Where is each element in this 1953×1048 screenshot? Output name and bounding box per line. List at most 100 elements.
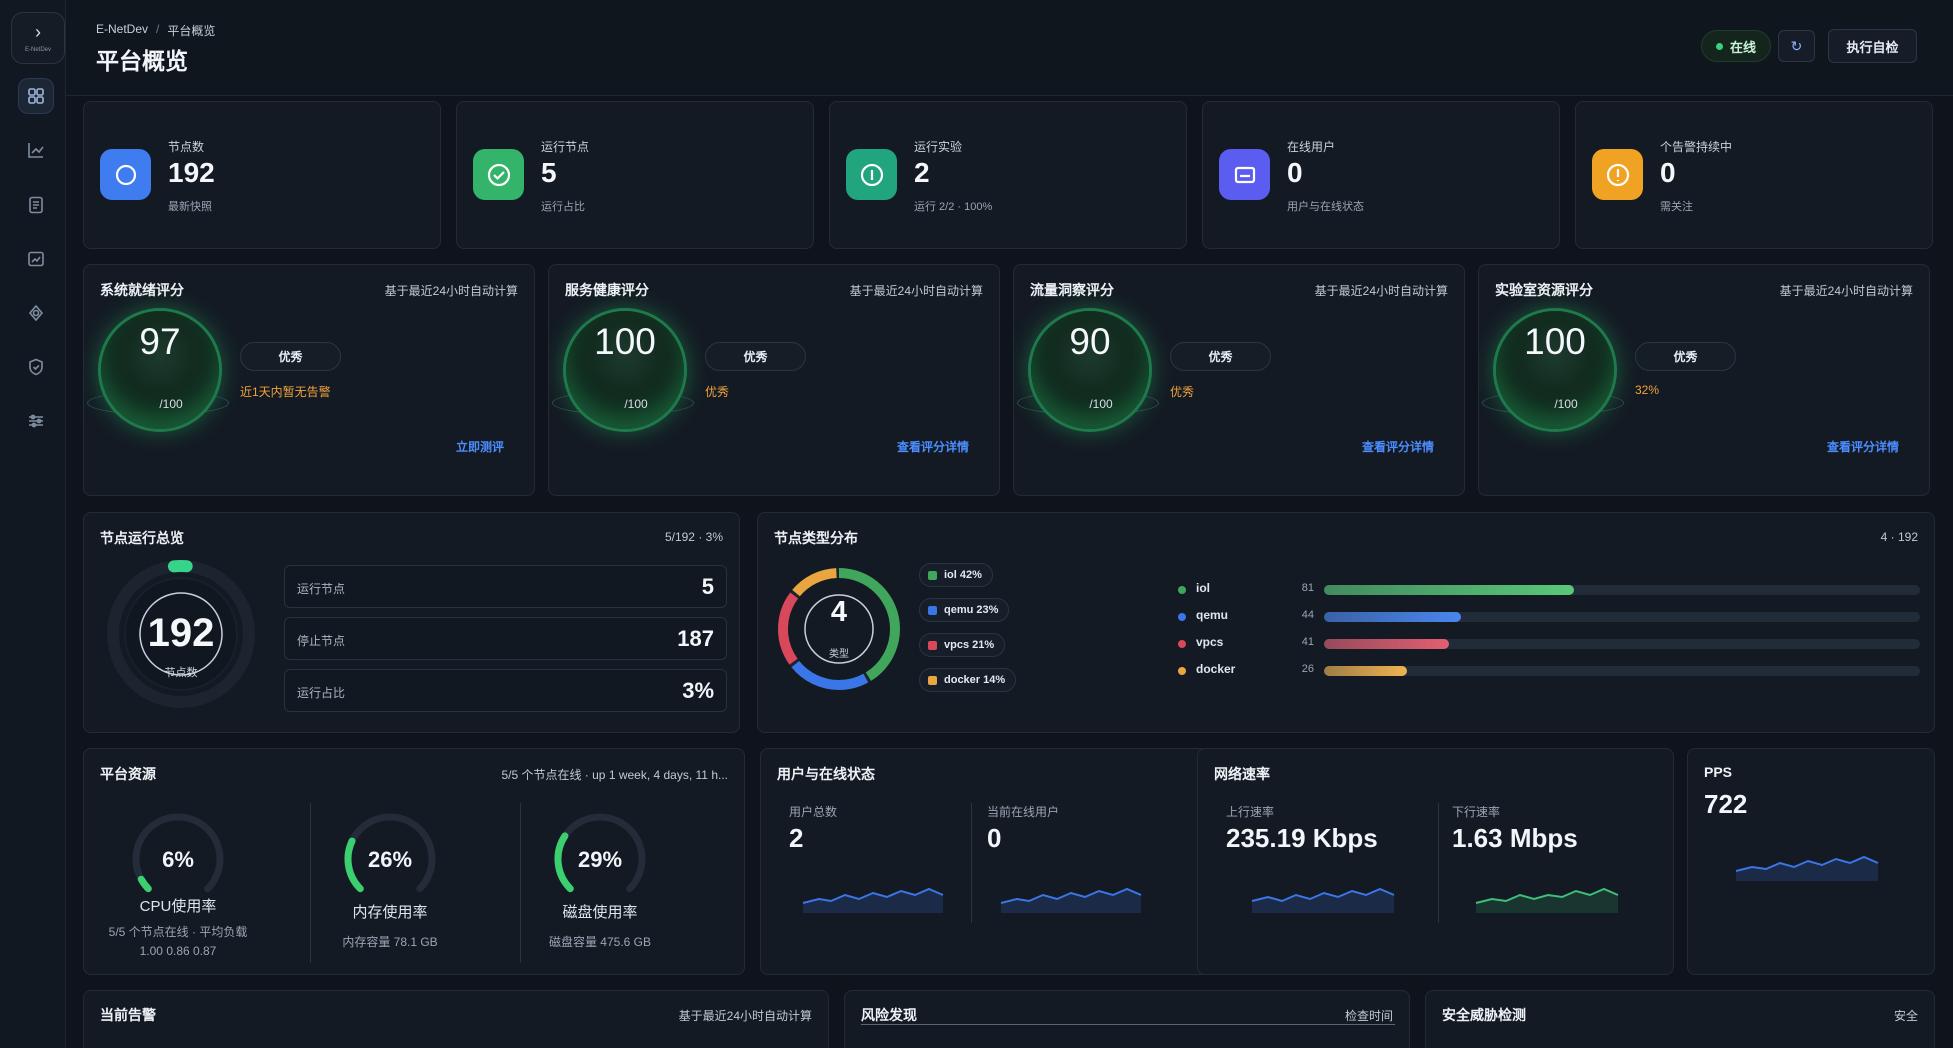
stat-label: 在线用户 (1287, 140, 1336, 154)
nav-topology[interactable] (18, 132, 54, 168)
alert-icon (1606, 163, 1629, 186)
score-card: 系统就绪评分 基于最近24小时自动计算 97 /100 优秀 近1天内暂无告警 … (83, 264, 535, 496)
platform-title: 平台资源 (100, 766, 156, 782)
stat-value: 2 (914, 157, 930, 188)
gauge-arc (132, 813, 224, 893)
type-badge-iol: iol 42% (919, 563, 993, 587)
download-value: 1.63 Mbps (1452, 823, 1578, 853)
users-total-value: 2 (789, 823, 804, 853)
stat-value: 0 (1287, 157, 1303, 188)
pps-sparkline (1735, 855, 1879, 881)
stat-icon-tile (1592, 149, 1643, 200)
nav-security[interactable] (18, 349, 54, 385)
score-max: /100 (159, 397, 183, 411)
legend-dot (1178, 586, 1186, 594)
type-name: docker (1196, 662, 1236, 676)
platform-resources-card: 平台资源 5/5 个节点在线 · up 1 week, 4 days, 11 h… (83, 748, 745, 975)
breadcrumb-current: 平台概览 (167, 24, 216, 38)
pps-title: PPS (1704, 764, 1733, 780)
gauge-sub-line: 内存容量 78.1 GB (342, 935, 438, 949)
divider (1438, 803, 1439, 923)
network-title: 网络速率 (1214, 766, 1270, 782)
node-types-summary: 4 · 192 (1880, 530, 1918, 544)
type-pct: 14% (1924, 663, 1934, 675)
score-title: 流量洞察评分 (1030, 282, 1114, 298)
gauge-arc (344, 813, 436, 893)
node-total-label: 节点数 (164, 667, 198, 679)
nav-documents[interactable] (18, 187, 54, 223)
image-icon (28, 251, 44, 267)
threat-title: 安全威胁检测 (1442, 1007, 1526, 1023)
type-name: qemu (1196, 608, 1229, 622)
score-orb (101, 311, 219, 429)
type-badge-label: vpcs 21% (944, 639, 995, 651)
divider (310, 803, 311, 963)
stat-card: 在线用户 0 用户与在线状态 (1202, 101, 1560, 249)
stat-card: 个告警持续中 0 需关注 (1575, 101, 1933, 249)
type-badge-label: qemu 23% (944, 604, 999, 616)
upload-sparkline (1251, 887, 1395, 913)
breadcrumb-root[interactable]: E-NetDev (96, 22, 149, 36)
node-types-title: 节点类型分布 (774, 530, 858, 546)
score-details-link[interactable]: 查看评分详情 (1826, 440, 1899, 454)
sidebar-rail: › E-NetDev (0, 0, 66, 1048)
type-badge-vpcs: vpcs 21% (919, 633, 1006, 657)
node-stat-row: 停止节点 187 (284, 617, 727, 660)
node-stat-label: 运行占比 (297, 686, 346, 700)
score-note: 32% (1635, 383, 1660, 397)
alerts-card: 当前告警 基于最近24小时自动计算 (83, 990, 829, 1048)
document-icon (29, 196, 43, 214)
info-icon (860, 163, 883, 186)
score-orb (566, 311, 684, 429)
score-orb (1496, 311, 1614, 429)
legend-swatch (928, 675, 937, 685)
score-basis: 基于最近24小时自动计算 (1779, 284, 1913, 298)
sidebar-toggle-button[interactable]: › E-NetDev (11, 12, 65, 64)
node-overview-title: 节点运行总览 (100, 530, 184, 546)
type-bar-fill (1324, 639, 1450, 649)
gauge-label: 内存使用率 (352, 904, 428, 921)
divider (520, 803, 521, 963)
stat-icon-tile (1219, 149, 1270, 200)
type-badge-docker: docker 14% (919, 668, 1017, 692)
top-bar: E-NetDev / 平台概览 平台概览 在线 ↻ 执行自检 (66, 0, 1953, 96)
users-title: 用户与在线状态 (777, 766, 875, 782)
type-bar-row-iol: iol 81 42% (1178, 579, 1920, 601)
node-overview-summary: 5/192 · 3% (664, 530, 723, 544)
stat-icon-tile (100, 149, 151, 200)
nav-dashboard[interactable] (18, 78, 54, 114)
score-details-link[interactable]: 查看评分详情 (896, 440, 969, 454)
nav-monitor[interactable] (18, 241, 54, 277)
gauge-sub: 5/5 个节点在线 · 平均负载 1.00 0.86 0.87 (88, 923, 268, 961)
stat-label: 运行节点 (541, 140, 590, 154)
score-details-link[interactable]: 立即测评 (455, 440, 504, 454)
grid-icon (28, 88, 44, 104)
node-stat-value: 5 (701, 574, 714, 599)
download-label: 下行速率 (1452, 805, 1501, 819)
legend-dot (1178, 613, 1186, 621)
refresh-button[interactable]: ↻ (1778, 30, 1815, 62)
type-bar-track (1324, 612, 1920, 622)
type-bar-row-qemu: qemu 44 23% (1178, 606, 1920, 628)
type-count: 26 (1301, 663, 1314, 675)
legend-dot (1178, 667, 1186, 675)
score-details-link[interactable]: 查看评分详情 (1361, 440, 1434, 454)
self-check-button[interactable]: 执行自检 (1828, 29, 1917, 63)
stat-sub: 用户与在线状态 (1287, 201, 1364, 213)
score-max: /100 (1089, 397, 1113, 411)
upload-value: 235.19 Kbps (1226, 823, 1378, 853)
type-count: 81 (1301, 582, 1314, 594)
score-note: 近1天内暂无告警 (240, 385, 331, 399)
nav-settings[interactable] (18, 403, 54, 439)
type-bar-row-docker: docker 26 14% (1178, 660, 1920, 682)
score-card: 服务健康评分 基于最近24小时自动计算 100 /100 优秀 优秀 查看评分详… (548, 264, 1000, 496)
page-title: 平台概览 (96, 48, 188, 74)
type-bar-track (1324, 639, 1920, 649)
score-value: 100 (594, 321, 656, 362)
risk-title: 风险发现 (861, 1007, 917, 1023)
pps-value: 722 (1704, 789, 1748, 819)
gauge-sub: 内存容量 78.1 GB (300, 933, 480, 952)
legend-dot (1178, 640, 1186, 648)
gauge-sub: 磁盘容量 475.6 GB (510, 933, 690, 952)
nav-network[interactable] (18, 295, 54, 331)
